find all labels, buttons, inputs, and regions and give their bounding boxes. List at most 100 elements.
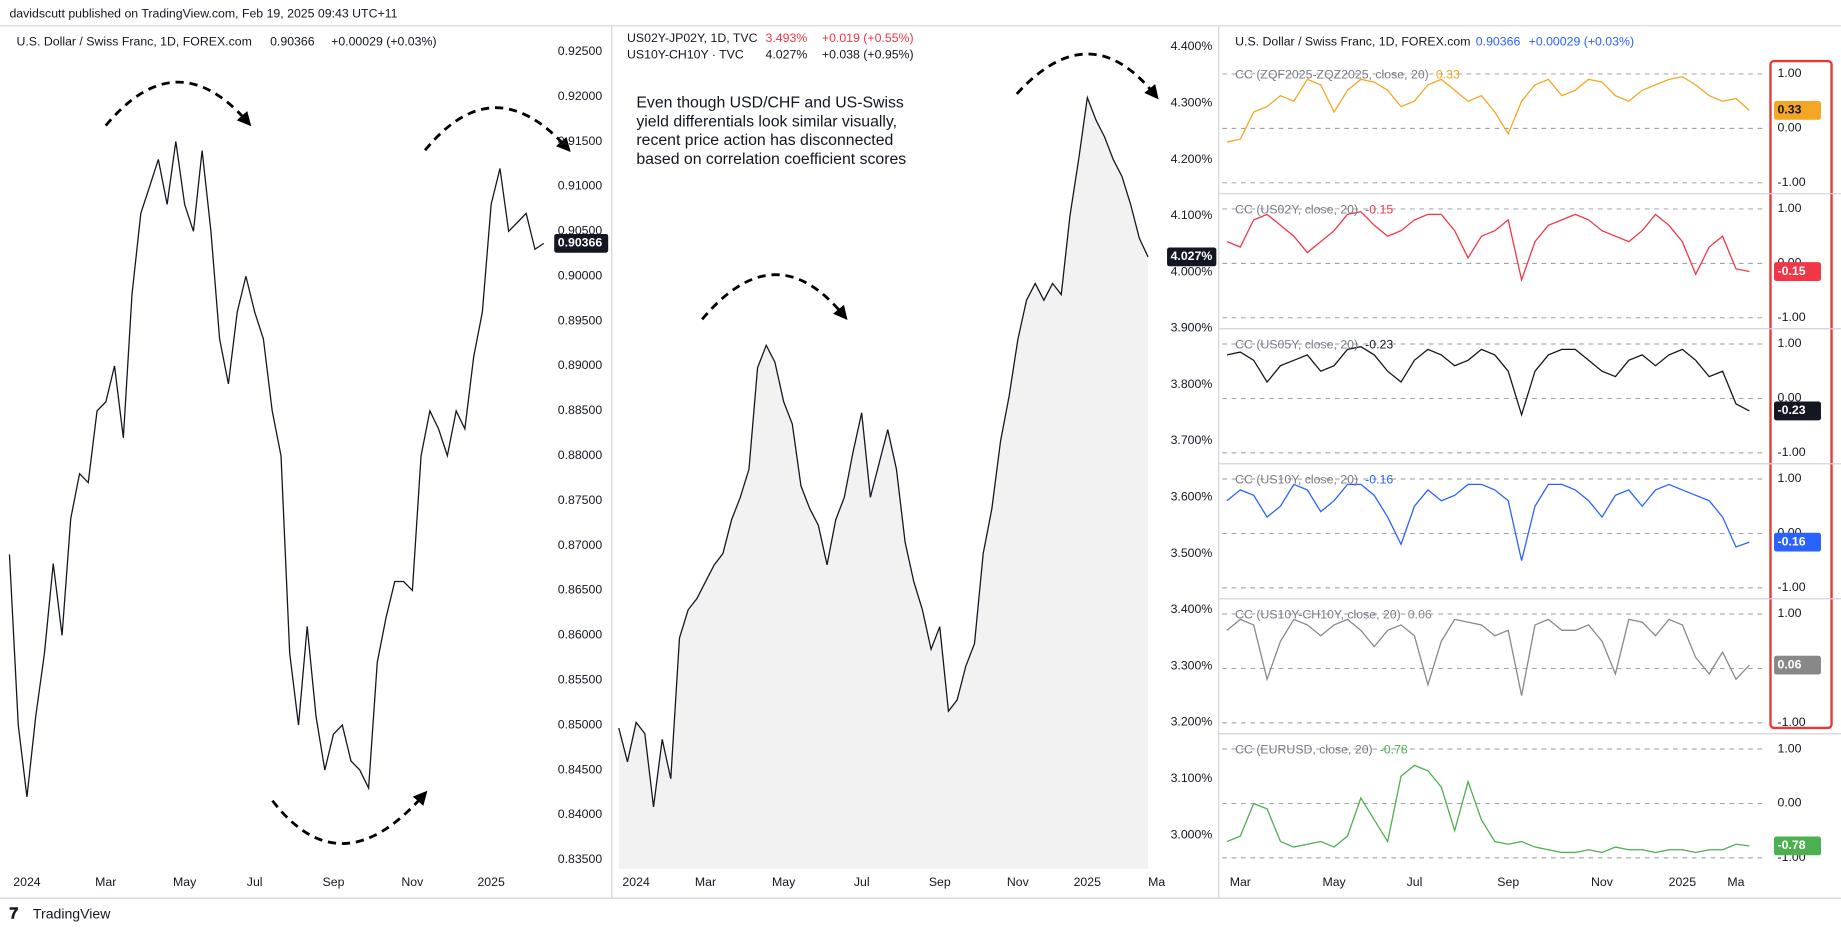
- legend-price: 0.90366: [270, 35, 315, 49]
- y-tick-label: 1.00: [1778, 471, 1802, 485]
- y-tick-label: 0.90000: [558, 268, 603, 282]
- price-tag: [1774, 532, 1821, 552]
- x-tick-label: Ma: [1727, 875, 1744, 889]
- y-tick-label: 3.600%: [1171, 490, 1213, 504]
- legend-price: 3.493%: [766, 31, 808, 45]
- legend-change: +0.019 (+0.55%): [822, 31, 914, 45]
- y-tick-label: 0.91000: [558, 179, 603, 193]
- y-tick-label: 1.00: [1778, 201, 1802, 215]
- price-tag: [1774, 262, 1821, 281]
- x-tick-label: 2025: [477, 875, 505, 889]
- x-tick-label: Nov: [1591, 875, 1614, 889]
- legend-symbol: U.S. Dollar / Swiss Franc, 1D, FOREX.com: [17, 35, 252, 49]
- price-tag: [1774, 101, 1821, 120]
- x-tick-label: Nov: [1007, 875, 1030, 889]
- pane-legend-value: -0.78: [1380, 742, 1408, 756]
- x-tick-label: 2025: [1074, 875, 1102, 889]
- byline: davidscutt published on TradingView.com,…: [9, 6, 397, 20]
- y-tick-label: 0.86500: [558, 583, 603, 597]
- correlation-line: [1226, 618, 1750, 696]
- legend-price: 4.027%: [766, 47, 808, 61]
- y-tick-label: 3.300%: [1171, 658, 1213, 672]
- y-tick-label: 4.400%: [1171, 39, 1213, 53]
- y-tick-label: 1.00: [1778, 336, 1802, 350]
- correlation-line: [1226, 75, 1750, 143]
- y-tick-label: 3.900%: [1171, 321, 1213, 335]
- annotation: recent price action has disconnected: [636, 132, 893, 149]
- price-tag: [1774, 836, 1821, 856]
- y-tick-label: 0.83500: [558, 852, 603, 866]
- y-tick-label: 3.700%: [1171, 433, 1213, 447]
- legend-change: +0.00029 (+0.03%): [1529, 35, 1634, 49]
- x-tick-label: Jul: [1407, 875, 1423, 889]
- y-tick-label: 4.300%: [1171, 95, 1213, 109]
- legend-symbol: U.S. Dollar / Swiss Franc, 1D, FOREX.com: [1235, 35, 1470, 49]
- area-fill: [618, 97, 1149, 869]
- correlation-line: [1226, 210, 1750, 283]
- x-tick-label: Mar: [95, 875, 116, 889]
- y-tick-label: 4.000%: [1171, 264, 1213, 278]
- legend-symbol: US10Y-CH10Y · TVC: [627, 47, 744, 61]
- pane-legend-value: -0.16: [1365, 472, 1393, 486]
- y-tick-label: 0.00: [1778, 391, 1802, 405]
- x-tick-label: May: [173, 875, 197, 889]
- y-tick-label: -1.00: [1778, 445, 1806, 459]
- x-tick-label: Ma: [1148, 875, 1165, 889]
- y-tick-label: 0.88000: [558, 448, 603, 462]
- pane-legend-value: 0.33: [1436, 67, 1460, 81]
- price-tag-label: 0.33: [1778, 103, 1802, 117]
- price-tag-label: -0.23: [1778, 403, 1806, 417]
- legend-price: 0.90366: [1476, 35, 1521, 49]
- price-tag-label: 4.027%: [1171, 249, 1213, 263]
- pane-legend: CC (US05Y, close, 20): [1235, 337, 1358, 351]
- price-tag-label: -0.16: [1778, 534, 1806, 548]
- y-tick-label: 0.85000: [558, 717, 603, 731]
- price-line: [8, 141, 545, 798]
- x-tick-label: 2025: [1669, 875, 1697, 889]
- correlation-line: [1226, 346, 1750, 417]
- y-tick-label: 3.100%: [1171, 771, 1213, 785]
- y-tick-label: 0.87500: [558, 493, 603, 507]
- y-tick-label: 0.86000: [558, 628, 603, 642]
- price-tag-label: -0.15: [1778, 264, 1806, 278]
- y-tick-label: 0.85500: [558, 672, 603, 686]
- y-tick-label: 1.00: [1778, 66, 1802, 80]
- y-tick-label: 0.92500: [558, 44, 603, 58]
- x-tick-label: Jul: [854, 875, 870, 889]
- legend-change: +0.00029 (+0.03%): [331, 35, 436, 49]
- price-tag-label: 0.90366: [558, 236, 603, 250]
- x-tick-label: May: [772, 875, 796, 889]
- y-tick-label: 4.200%: [1171, 152, 1213, 166]
- y-tick-label: -1.00: [1778, 715, 1806, 729]
- price-tag: [554, 233, 609, 253]
- annotation: yield differentials look similar visuall…: [636, 113, 897, 130]
- pane-legend: CC (US02Y, close, 20): [1235, 202, 1358, 216]
- legend-symbol: US02Y-JP02Y, 1D, TVC: [627, 31, 758, 45]
- highlight-box: [1769, 59, 1833, 730]
- y-tick-label: 0.00: [1778, 796, 1802, 810]
- pane-legend-value: 0.06: [1408, 607, 1432, 621]
- price-tag: [1774, 401, 1821, 421]
- annotation: Even though USD/CHF and US-Swiss: [636, 95, 904, 112]
- x-tick-label: 2024: [622, 875, 650, 889]
- y-tick-label: 0.92000: [558, 89, 603, 103]
- y-tick-label: 3.500%: [1171, 546, 1213, 560]
- x-tick-label: Sep: [1497, 875, 1519, 889]
- pane-legend: CC (US10Y-CH10Y, close, 20): [1235, 607, 1401, 621]
- x-tick-label: Mar: [1230, 875, 1251, 889]
- y-tick-label: 1.00: [1778, 606, 1802, 620]
- correlation-line: [1226, 483, 1750, 561]
- x-tick-label: Sep: [929, 875, 951, 889]
- y-tick-label: 0.00: [1778, 121, 1802, 135]
- y-tick-label: 0.91500: [558, 134, 603, 148]
- pane-legend-value: -0.15: [1365, 202, 1393, 216]
- y-tick-label: -1.00: [1778, 175, 1806, 189]
- x-tick-label: May: [1322, 875, 1346, 889]
- pane-legend: CC (EURUSD, close, 20): [1235, 742, 1373, 756]
- y-tick-label: 0.89000: [558, 358, 603, 372]
- pane-legend-value: -0.23: [1365, 337, 1393, 351]
- price-tag: [1774, 655, 1821, 675]
- y-tick-label: 0.87000: [558, 538, 603, 552]
